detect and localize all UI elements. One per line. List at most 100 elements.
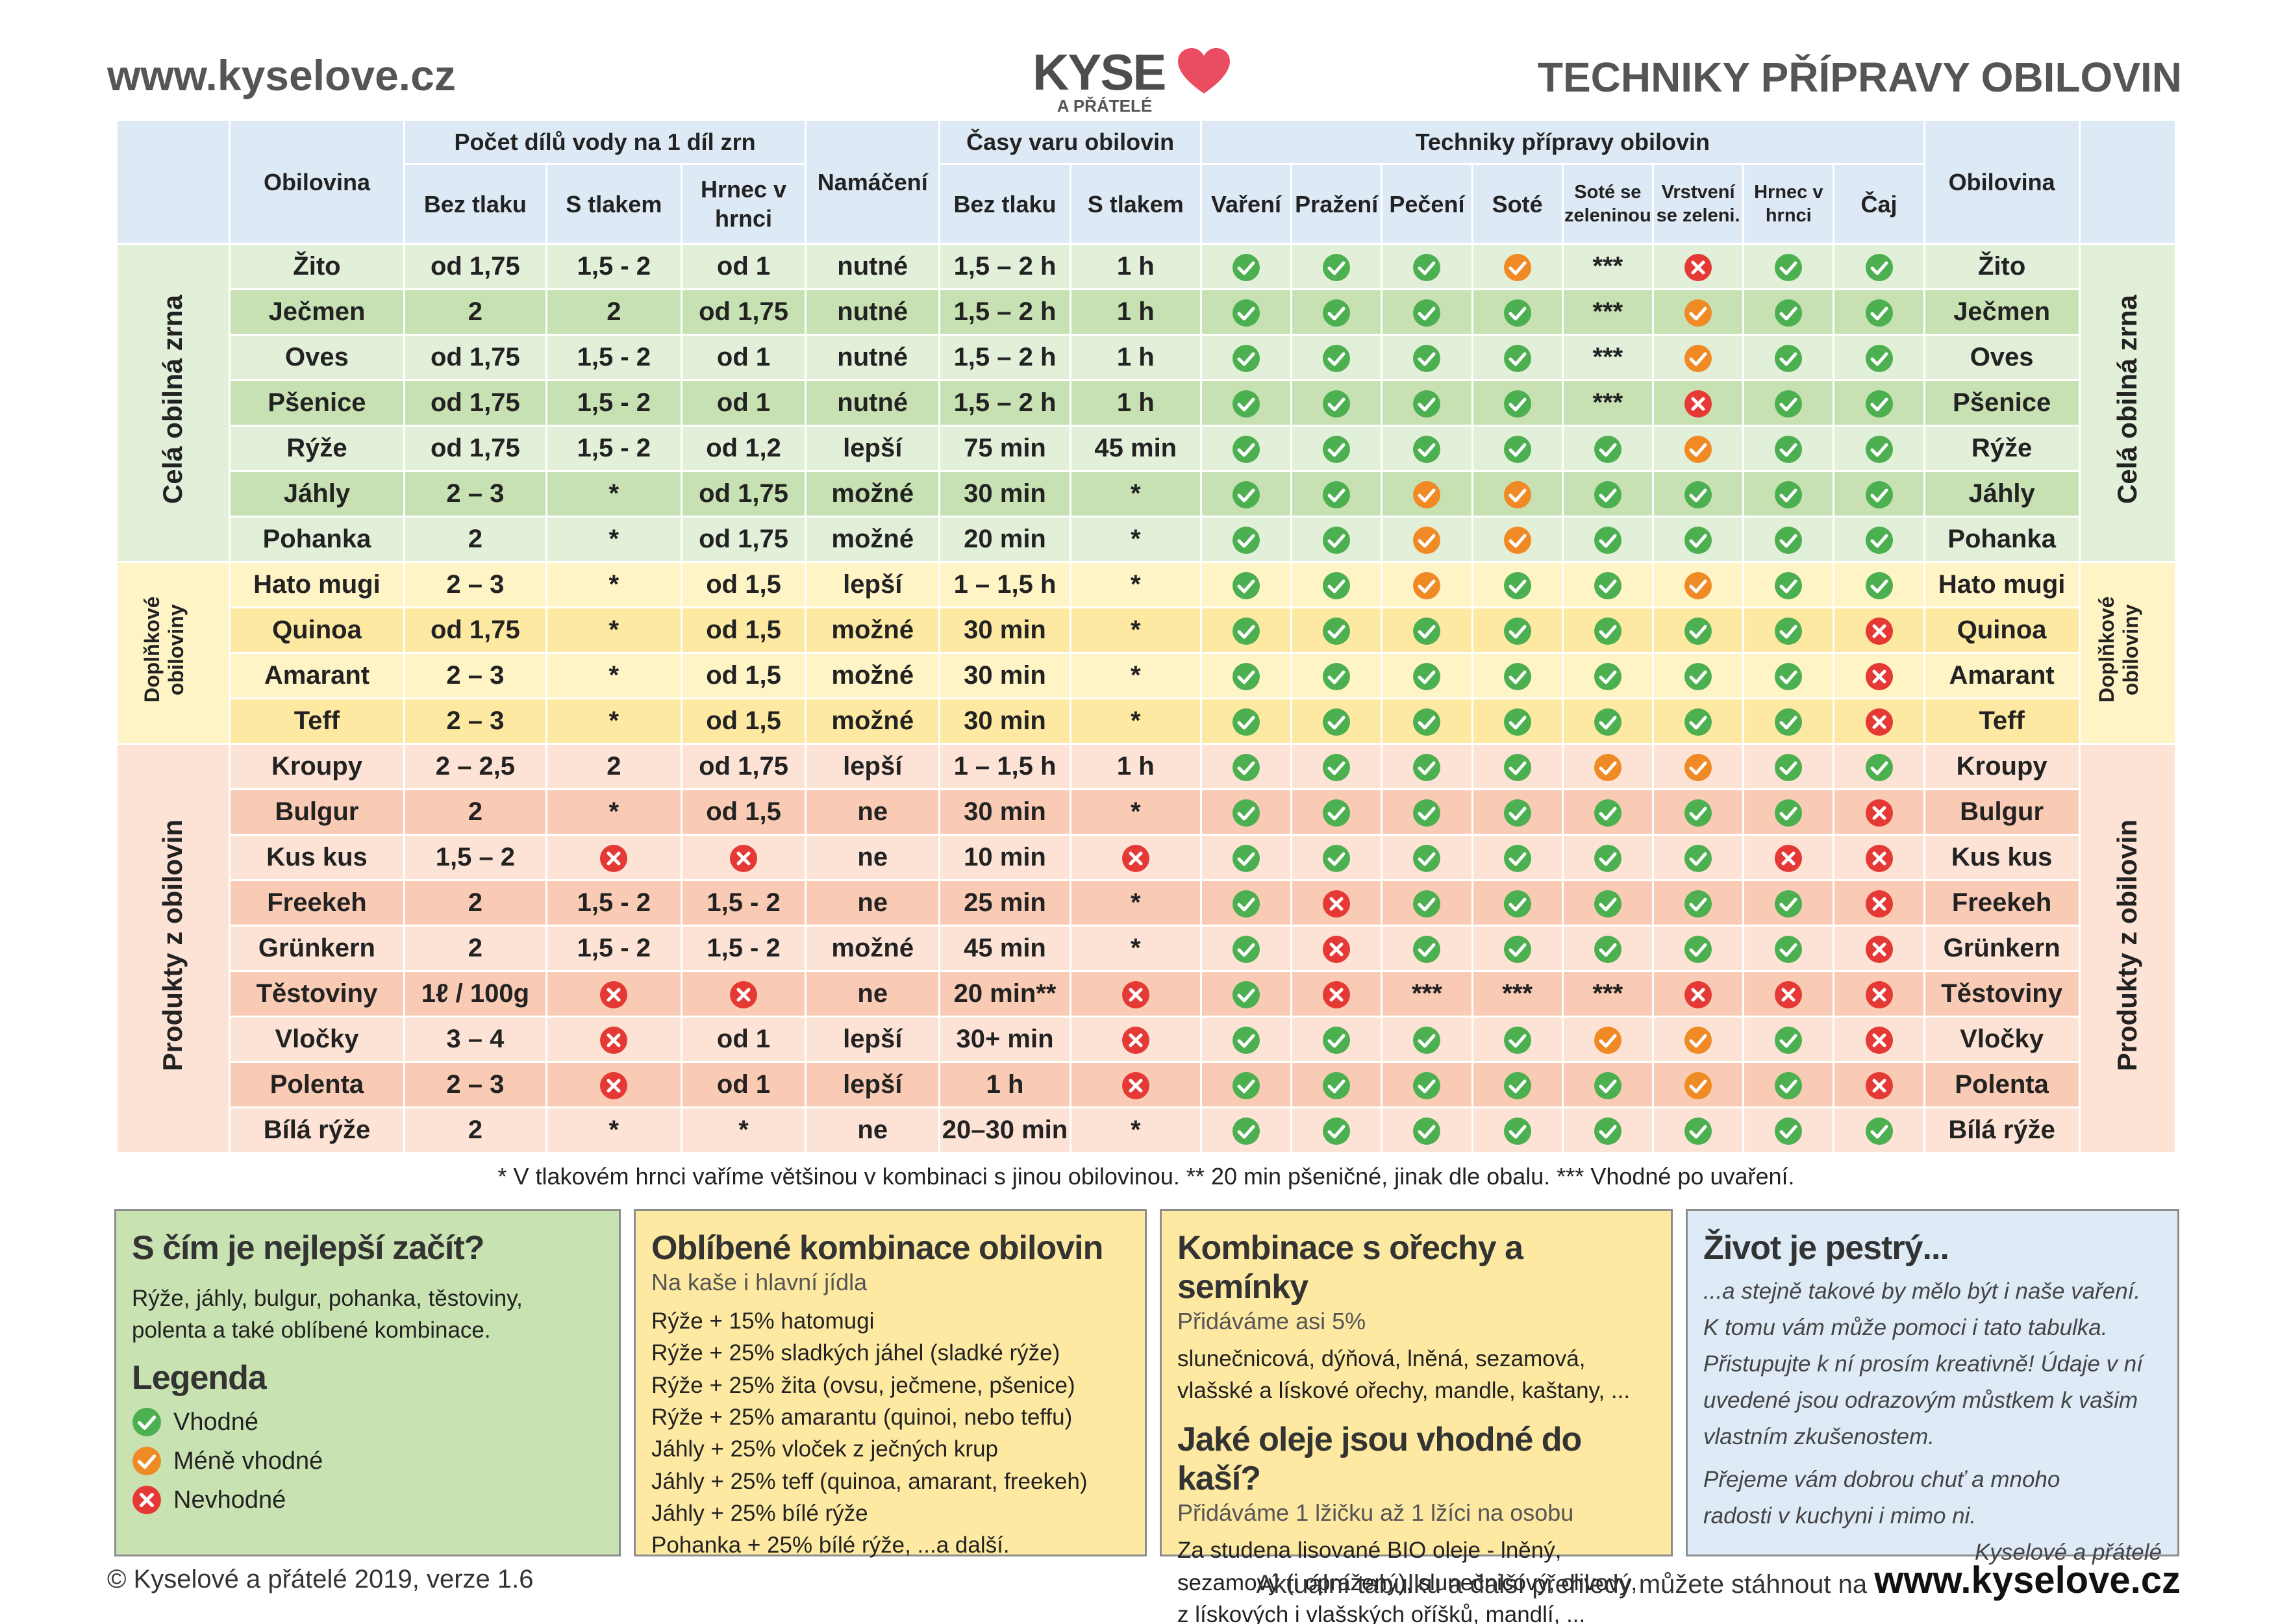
tech-cell (1383, 381, 1471, 425)
table-row: Polenta 2 – 3 od 1 lepší 1 h Polenta (118, 1063, 2175, 1106)
cell-s: * (547, 654, 681, 697)
cell-soak: možné (807, 699, 939, 743)
cell-ts: 1 h (1071, 336, 1200, 379)
tech-cell (1292, 381, 1381, 425)
page-title: TECHNIKY PŘÍPRAVY OBILOVIN (1537, 54, 2182, 101)
cell-tb: 20 min** (940, 972, 1070, 1016)
tech-cell (1201, 927, 1291, 970)
cell-s: 2 (547, 745, 681, 788)
check-orange-icon (1503, 253, 1532, 282)
tech-cell (1834, 245, 1923, 288)
tech-cell (1292, 927, 1381, 970)
tech-cell (1834, 1018, 1923, 1061)
cross-icon (1865, 935, 1894, 964)
check-icon (1232, 617, 1260, 645)
box-combinations-title: Oblíbené kombinace obilovin (651, 1229, 1103, 1267)
box-oils-line: sezamový (i opražený), slunečnicový, oli… (1177, 1569, 1638, 1595)
cell-soak: možné (807, 654, 939, 697)
tech-cell (1201, 699, 1291, 743)
cross-icon (1865, 890, 1894, 918)
cell-bez: 2 – 3 (405, 1063, 545, 1106)
grain-name-right: Těstoviny (1925, 972, 2079, 1016)
check-icon (1684, 708, 1712, 736)
check-icon (1865, 253, 1894, 282)
tech-cell (1834, 608, 1923, 652)
check-icon (1594, 844, 1622, 873)
cell-soak: lepší (807, 563, 939, 606)
check-icon (1322, 753, 1351, 782)
tech-cell (1473, 654, 1562, 697)
cross-icon (1774, 844, 1803, 873)
tech-cell (1834, 790, 1923, 834)
cell-tb: 1,5 – 2 h (940, 290, 1070, 334)
cell-ts (1071, 1063, 1200, 1106)
download-note: Aktuální tabulku a další přehledy můžete… (1257, 1558, 2181, 1602)
tech-cell (1383, 563, 1471, 606)
cell-bez: 2 (405, 518, 545, 561)
check-icon (1774, 435, 1803, 464)
grain-name: Freekeh (230, 881, 404, 925)
tech-cell (1292, 245, 1381, 288)
tech-cell (1292, 472, 1381, 516)
grain-name: Hato mugi (230, 563, 404, 606)
table-row: Teff 2 – 3 * od 1,5 možné 30 min * Teff (118, 699, 2175, 743)
check-icon (1684, 935, 1712, 964)
cell-ts: 1 h (1071, 381, 1200, 425)
tech-cell (1201, 245, 1291, 288)
tech-cell (1744, 790, 1833, 834)
grain-name-right: Grünkern (1925, 927, 2079, 970)
cross-icon (1865, 708, 1894, 736)
cross-icon (729, 981, 758, 1009)
check-icon (1322, 526, 1351, 555)
cross-icon (132, 1485, 162, 1515)
section-label-right: Produkty z obilovin (2080, 745, 2175, 1152)
table-row: Rýže od 1,75 1,5 - 2 od 1,2 lepší 75 min 45 mi… (118, 427, 2175, 470)
section-label-right: Doplňkové obiloviny (2080, 563, 2175, 743)
tech-cell: *** (1563, 972, 1652, 1016)
col-time-bez-tlaku: Bez tlaku (940, 165, 1070, 243)
tech-cell (1383, 654, 1471, 697)
cell-bez: 2 – 2,5 (405, 745, 545, 788)
corner-left (118, 121, 229, 243)
check-icon (1774, 708, 1803, 736)
grain-name-right: Žito (1925, 245, 2079, 288)
tech-cell (1563, 608, 1652, 652)
grain-name: Vločky (230, 1018, 404, 1061)
table-row: Vločky 3 – 4 od 1 lepší 30+ min Vločky (118, 1018, 2175, 1061)
tech-cell (1292, 290, 1381, 334)
tech-cell (1473, 563, 1562, 606)
tech-cell (1201, 336, 1291, 379)
tech-cell (1834, 972, 1923, 1016)
tech-cell (1653, 790, 1743, 834)
cell-soak: ne (807, 790, 939, 834)
box-nuts-line: slunečnicová, dýňová, lněná, sezamová, (1177, 1345, 1586, 1371)
check-icon (1503, 617, 1532, 645)
legend-item-medium: Méně vhodné (132, 1446, 603, 1476)
check-orange-icon (1684, 435, 1712, 464)
check-icon (1774, 299, 1803, 327)
tech-cell (1383, 427, 1471, 470)
tech-cell (1473, 836, 1562, 879)
grain-name: Quinoa (230, 608, 404, 652)
check-icon (1503, 844, 1532, 873)
cross-icon (599, 981, 628, 1009)
tech-cell (1563, 1018, 1652, 1061)
cell-tb: 1,5 – 2 h (940, 336, 1070, 379)
download-text: Aktuální tabulku a další přehledy můžete… (1256, 1570, 1875, 1599)
cell-hrnec: od 1,5 (682, 608, 805, 652)
tech-cell (1201, 972, 1291, 1016)
tech-cell (1292, 654, 1381, 697)
tech-cell (1563, 836, 1652, 879)
section-label-left: Produkty z obilovin (118, 745, 229, 1152)
check-icon (1503, 662, 1532, 691)
cell-s: 1,5 - 2 (547, 245, 681, 288)
site-url[interactable]: www.kyselove.cz (107, 51, 456, 99)
cell-ts: * (1071, 881, 1200, 925)
tech-cell: *** (1563, 290, 1652, 334)
tech-cell (1292, 745, 1381, 788)
grain-table: Obilovina Počet dílů vody na 1 díl zrn N… (116, 119, 2177, 1154)
download-link[interactable]: www.kyselove.cz (1874, 1559, 2181, 1601)
cell-soak: ne (807, 881, 939, 925)
section-label-left: Celá obilná zrna (118, 245, 229, 561)
cross-icon (1684, 390, 1712, 418)
